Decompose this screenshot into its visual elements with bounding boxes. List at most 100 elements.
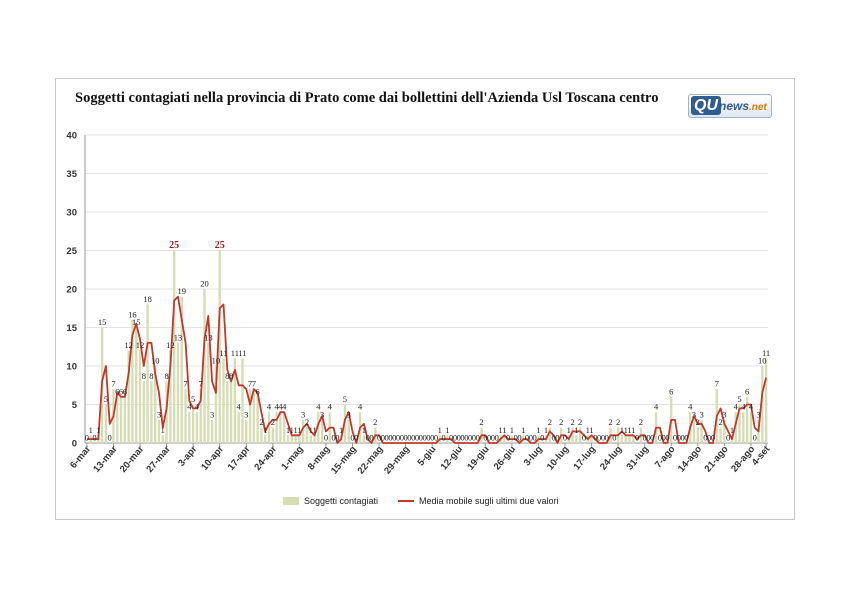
- bar-soggetti-contagiati: [127, 350, 130, 443]
- bar-data-label: 0: [646, 433, 650, 443]
- bar-data-label: 0: [468, 433, 472, 443]
- bar-data-label: 0: [460, 433, 464, 443]
- bar-data-label: 0: [662, 433, 666, 443]
- bar-data-label: 1: [510, 425, 514, 435]
- logo-brand: QU: [691, 96, 721, 115]
- bar-data-label: 2: [305, 417, 309, 427]
- bar-data-label: 7: [252, 379, 256, 389]
- bar-soggetti-contagiati: [548, 427, 551, 443]
- bar-data-label: 4: [195, 402, 200, 412]
- bar-data-label: 6: [745, 386, 749, 396]
- bar-data-label: 2: [259, 417, 263, 427]
- bar-data-label: 6: [115, 386, 119, 396]
- bar-soggetti-contagiati: [210, 419, 214, 443]
- bar-data-label: 2: [548, 417, 552, 427]
- bar-soggetti-contagiati: [590, 435, 593, 443]
- bar-data-label: 4: [267, 402, 272, 412]
- bar-data-label: 4: [734, 402, 739, 412]
- bar-data-label: 25: [215, 240, 225, 251]
- bar-data-label: 18: [143, 294, 152, 304]
- y-tick-label: 40: [66, 131, 77, 142]
- bar-data-label: 0: [635, 433, 639, 443]
- bar-soggetti-contagiati: [279, 412, 282, 443]
- bar-data-label: 0: [525, 433, 529, 443]
- x-tick-label: 27-mar: [144, 444, 173, 475]
- x-tick-label: 15-mag: [329, 444, 359, 477]
- bar-data-label: 0: [400, 433, 404, 443]
- bar-soggetti-contagiati: [347, 419, 350, 443]
- bar-data-label: 7: [183, 379, 187, 389]
- bar-data-label: 0: [605, 433, 609, 443]
- bar-data-label: 0: [441, 433, 445, 443]
- bar-soggetti-contagiati: [123, 396, 127, 443]
- qunews-logo: QU news.net: [688, 94, 772, 118]
- bar-soggetti-contagiati: [195, 412, 199, 443]
- bar-soggetti-contagiati: [271, 427, 275, 443]
- bar-soggetti-contagiati: [169, 350, 172, 443]
- bar-data-label: 2: [696, 417, 700, 427]
- bar-soggetti-contagiati: [135, 327, 138, 443]
- y-tick-label: 15: [66, 323, 77, 334]
- bar-data-label: 4: [278, 402, 283, 412]
- bar-soggetti-contagiati: [218, 250, 221, 443]
- bar-data-label: 5: [191, 394, 195, 404]
- bar-data-label: 1: [312, 425, 316, 435]
- bar-data-label: 12: [166, 340, 175, 350]
- bar-soggetti-contagiati: [313, 435, 316, 443]
- bar-data-label: 3: [301, 409, 305, 419]
- bar-data-label: 6: [256, 386, 260, 396]
- bar-data-label: 0: [449, 433, 453, 443]
- x-tick-label: 19-giu: [465, 444, 492, 473]
- bar-soggetti-contagiati: [161, 435, 164, 443]
- bar-data-label: 0: [533, 433, 537, 443]
- bar-data-label: 3: [157, 409, 161, 419]
- bar-soggetti-contagiati: [222, 358, 225, 443]
- bar-data-label: 2: [373, 417, 377, 427]
- bar-data-label: 2: [559, 417, 563, 427]
- bar-data-label: 1: [620, 425, 624, 435]
- bar-data-label: 4: [741, 402, 746, 412]
- bar-soggetti-contagiati: [184, 389, 187, 443]
- y-tick-label: 35: [66, 169, 77, 180]
- bar-data-label: 2: [271, 417, 275, 427]
- x-tick-label: 3-lug: [522, 444, 545, 469]
- bar-data-label: 0: [396, 433, 400, 443]
- bar-data-label: 15: [98, 317, 107, 327]
- bar-soggetti-contagiati: [283, 412, 286, 443]
- bar-data-label: 0: [673, 433, 677, 443]
- bar-data-label: 0: [658, 433, 662, 443]
- bar-data-label: 5: [104, 394, 108, 404]
- bar-soggetti-contagiati: [575, 435, 578, 443]
- bar-data-label: 0: [457, 433, 461, 443]
- bar-soggetti-contagiati: [298, 435, 301, 443]
- bar-data-label: 0: [483, 433, 487, 443]
- bar-data-label: 10: [212, 356, 221, 366]
- bar-soggetti-contagiati: [207, 342, 210, 443]
- bar-data-label: 0: [331, 433, 335, 443]
- bar-soggetti-contagiati: [214, 366, 218, 443]
- x-tick-label: 10-lug: [545, 444, 572, 473]
- bar-data-label: 3: [756, 409, 760, 419]
- bar-data-label: 0: [419, 433, 423, 443]
- bar-data-label: 1: [309, 425, 313, 435]
- x-tick-label: 26-giu: [492, 444, 519, 473]
- bar-data-label: 0: [388, 433, 392, 443]
- bar-data-label: 0: [517, 433, 521, 443]
- bar-data-label: 7: [715, 379, 719, 389]
- bar-data-label: 0: [491, 433, 495, 443]
- bar-data-label: 0: [753, 433, 757, 443]
- bar-soggetti-contagiati: [286, 435, 290, 443]
- bar-data-label: 6: [119, 386, 123, 396]
- bar-data-label: 4: [282, 402, 287, 412]
- bar-data-label: 8: [164, 371, 168, 381]
- bar-data-label: 0: [495, 433, 499, 443]
- bar-data-label: 2: [639, 417, 643, 427]
- bar-data-label: 2: [479, 417, 483, 427]
- bar-data-label: 1: [627, 425, 631, 435]
- bar-data-label: 2: [570, 417, 574, 427]
- bar-soggetti-contagiati: [267, 412, 271, 443]
- bar-data-label: 2: [608, 417, 612, 427]
- x-tick-label: 8-mag: [306, 444, 333, 473]
- bar-soggetti-contagiati: [245, 419, 248, 443]
